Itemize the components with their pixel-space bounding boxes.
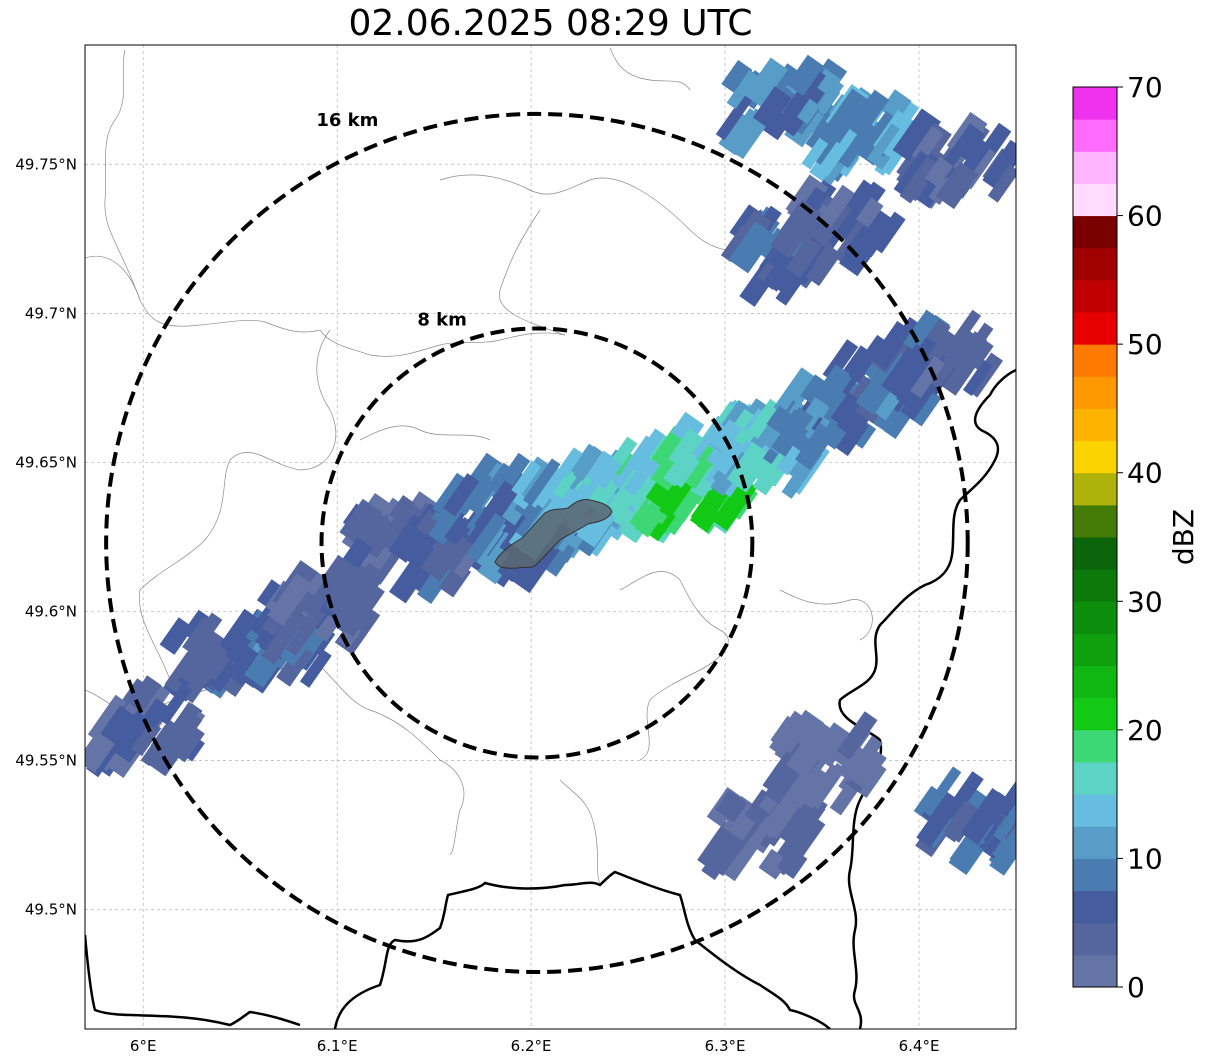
lon-tick-label: 6°E	[130, 1037, 157, 1055]
reflectivity-cell	[85, 675, 206, 779]
colorbar-tick-label: 60	[1127, 200, 1163, 233]
colorbar-segment	[1073, 408, 1117, 442]
colorbar-segment	[1073, 762, 1117, 795]
colorbar-segment	[1073, 504, 1117, 538]
range-rings: 8 km 16 km	[104, 110, 970, 975]
reflectivity-cell	[250, 554, 387, 665]
colorbar-segment	[1073, 665, 1117, 699]
lat-tick-label: 49.65°N	[15, 453, 77, 471]
lat-tick-label: 49.75°N	[15, 155, 77, 173]
lon-tick-label: 6.4°E	[899, 1037, 940, 1055]
national-borders	[85, 368, 1016, 1029]
axis-ticks: 49.75°N 49.7°N 49.65°N 49.6°N 49.55°N 49.5°N 6…	[15, 155, 939, 1055]
colorbar-segment	[1073, 569, 1117, 602]
colorbar-segment	[1073, 279, 1117, 313]
colorbar-segment	[1073, 537, 1117, 570]
colorbar-segment	[1073, 247, 1117, 281]
colorbar-segment	[1073, 344, 1117, 377]
lon-tick-label: 6.1°E	[317, 1037, 358, 1055]
colorbar-segment	[1073, 440, 1117, 474]
lat-tick-label: 49.5°N	[25, 901, 77, 919]
colorbar-segment	[1073, 215, 1117, 249]
reflectivity-cell	[715, 54, 848, 160]
colorbar-segment	[1073, 472, 1117, 506]
colorbar-segment	[1073, 119, 1117, 152]
colorbar-tick-label: 10	[1127, 842, 1163, 875]
colorbar-segment	[1073, 794, 1117, 827]
lon-tick-label: 6.2°E	[511, 1037, 552, 1055]
map-title: 02.06.2025 08:29 UTC	[348, 3, 753, 44]
colorbar-segment	[1073, 376, 1117, 409]
colorbar-tick-label: 0	[1127, 971, 1145, 1004]
colorbar-segment	[1073, 633, 1117, 667]
lat-tick-label: 49.6°N	[25, 603, 77, 621]
colorbar-segment	[1073, 890, 1117, 924]
map-frame	[84, 44, 1017, 1030]
lat-tick-label: 49.7°N	[25, 304, 77, 322]
lon-tick-label: 6.3°E	[705, 1037, 746, 1055]
range-ring	[104, 111, 970, 975]
reflectivity-cell	[870, 309, 1004, 409]
colorbar-segment	[1073, 954, 1117, 988]
lat-tick-label: 49.55°N	[15, 752, 77, 770]
reflectivity-cell	[697, 787, 828, 882]
colorbar-tick-label: 40	[1127, 457, 1163, 490]
colorbar-segment	[1073, 697, 1117, 731]
colorbar-segment	[1073, 858, 1117, 892]
range-ring	[319, 326, 755, 760]
range-ring-label: 8 km	[417, 309, 467, 330]
colorbar-segment	[1073, 826, 1117, 859]
colorbar-segment	[1073, 312, 1117, 345]
colorbar-tick-label: 30	[1127, 585, 1163, 618]
colorbar-tick-label: 20	[1127, 714, 1163, 747]
colorbar-segment	[1073, 922, 1117, 956]
colorbar-frame	[1072, 86, 1118, 988]
colorbar-segment	[1073, 183, 1117, 217]
colorbar-label: dBZ	[1167, 509, 1200, 565]
colorbar-tick-label: 50	[1127, 328, 1163, 361]
reflectivity-cell	[892, 108, 1016, 210]
colorbar-tick-label: 70	[1127, 71, 1163, 104]
colorbar-segment	[1073, 729, 1117, 763]
reflectivity-cell	[758, 709, 887, 816]
colorbar-segment	[1073, 601, 1117, 634]
colorbar-segment	[1073, 151, 1117, 184]
city-outline	[494, 499, 613, 569]
reflectivity-cell	[913, 766, 1016, 876]
colorbar-segment	[1073, 87, 1117, 120]
municipal-boundaries	[85, 47, 873, 886]
reflectivity-cell	[801, 84, 920, 185]
range-ring-label: 16 km	[316, 110, 378, 131]
